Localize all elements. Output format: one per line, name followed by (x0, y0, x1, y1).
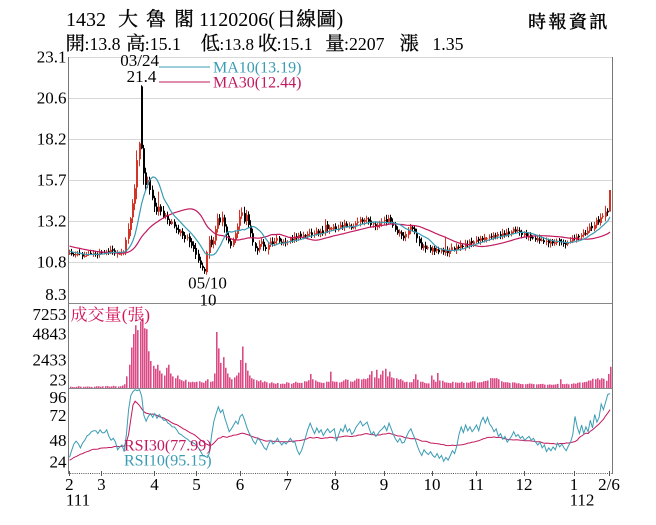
svg-text:9: 9 (380, 475, 389, 494)
svg-text:7: 7 (283, 475, 292, 494)
svg-text:3: 3 (97, 475, 106, 494)
svg-text:24: 24 (50, 453, 68, 472)
svg-text::15.1: :15.1 (145, 34, 181, 54)
svg-text:5: 5 (192, 475, 201, 494)
svg-text:8: 8 (331, 475, 340, 494)
svg-text:112: 112 (570, 491, 595, 510)
svg-text:10: 10 (200, 291, 217, 310)
svg-text::13.8: :13.8 (85, 34, 121, 54)
svg-text:): ) (337, 9, 344, 31)
svg-text:18.2: 18.2 (37, 130, 67, 149)
svg-text:6: 6 (236, 475, 245, 494)
svg-text:(: ( (122, 306, 128, 325)
svg-text:2433: 2433 (33, 351, 67, 370)
svg-text:MA10(13.19): MA10(13.19) (213, 59, 301, 76)
svg-text:15.7: 15.7 (37, 171, 67, 190)
svg-text:48: 48 (50, 431, 67, 450)
svg-text:20.6: 20.6 (37, 89, 67, 108)
svg-text:72: 72 (50, 406, 67, 425)
svg-text:): ) (144, 306, 150, 325)
svg-text:12: 12 (516, 475, 533, 494)
svg-text:05/10: 05/10 (188, 274, 227, 293)
svg-text:4843: 4843 (33, 325, 67, 344)
svg-text:RSI30(77.99): RSI30(77.99) (124, 438, 212, 455)
svg-text:1432: 1432 (66, 9, 106, 31)
svg-text:4: 4 (150, 475, 159, 494)
svg-text:96: 96 (50, 388, 67, 407)
svg-text::15.1: :15.1 (277, 34, 313, 54)
svg-text:1.35: 1.35 (432, 34, 463, 54)
svg-text:2: 2 (65, 475, 74, 494)
svg-text:MA30(12.44): MA30(12.44) (213, 75, 301, 92)
svg-text:10.8: 10.8 (37, 253, 67, 272)
svg-text::13.8: :13.8 (220, 35, 254, 54)
svg-text:111: 111 (66, 491, 90, 510)
svg-text:11: 11 (468, 475, 484, 494)
svg-text:2/6: 2/6 (598, 475, 620, 494)
svg-text:03/24: 03/24 (120, 51, 159, 70)
svg-text:21.4: 21.4 (127, 67, 157, 86)
svg-text:8.3: 8.3 (45, 285, 66, 304)
svg-text:13.2: 13.2 (37, 212, 67, 231)
svg-text:RSI10(95.15): RSI10(95.15) (124, 453, 212, 470)
svg-text:23: 23 (50, 370, 67, 389)
svg-text:10: 10 (424, 475, 441, 494)
svg-text::2207: :2207 (344, 34, 385, 54)
svg-text:1: 1 (570, 475, 579, 494)
svg-text:7253: 7253 (33, 305, 67, 324)
svg-text:23.1: 23.1 (37, 48, 67, 67)
svg-text:1120206(: 1120206( (199, 9, 275, 31)
